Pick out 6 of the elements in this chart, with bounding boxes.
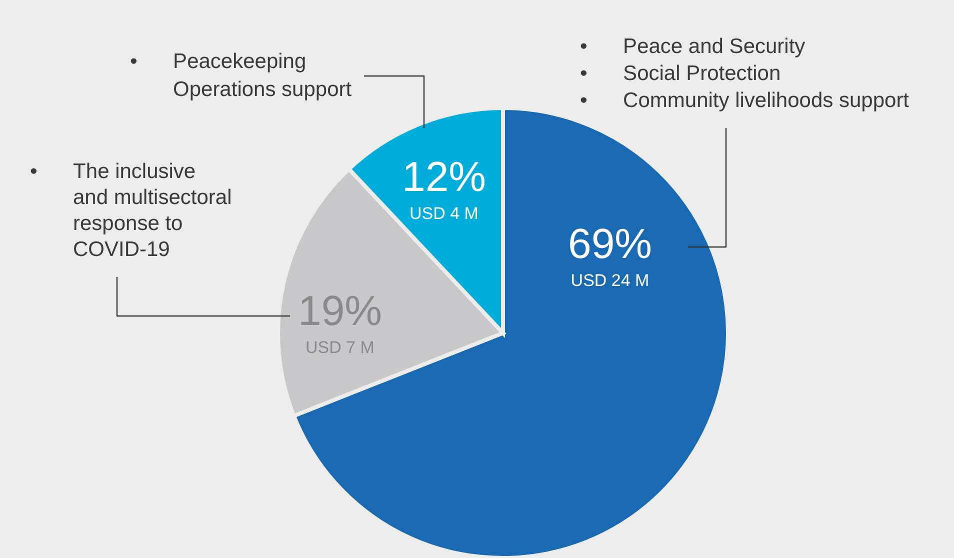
text: 12% USD 4 M <box>402 153 486 223</box>
slice-label: • Peace and Security • Social Protection • Community livelihoods support <box>580 35 910 112</box>
text: 69% USD 24 M <box>568 220 652 290</box>
slice-label: • Peacekeeping Operations support <box>130 50 352 101</box>
slice-label: • The inclusive and multisectoral response to COVID-19 <box>30 160 232 261</box>
text: 19% USD 7 M <box>298 287 382 357</box>
